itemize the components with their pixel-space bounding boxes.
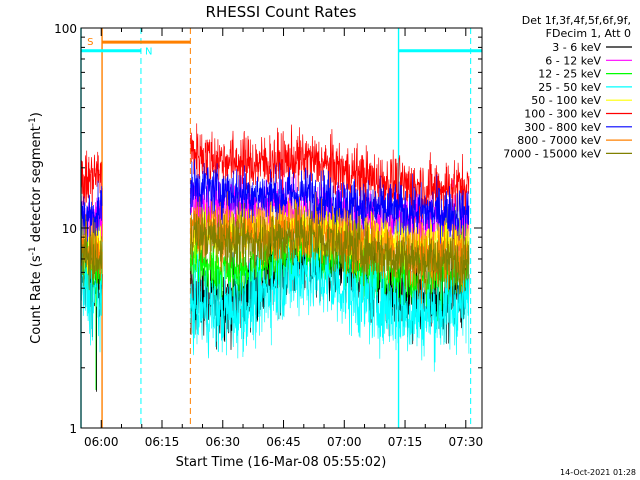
series-trace-8 xyxy=(81,202,470,300)
y-axis-label-close: ) xyxy=(29,112,44,117)
legend-item: 12 - 25 keV xyxy=(538,68,632,81)
x-tick-label: 07:15 xyxy=(388,435,423,449)
x-tick-label: 06:15 xyxy=(145,435,180,449)
legend-item: 6 - 12 keV xyxy=(545,54,632,67)
legend-item: 25 - 50 keV xyxy=(538,81,632,94)
y-axis-label-suffix: detector segment xyxy=(29,126,44,246)
legend-item-label: 25 - 50 keV xyxy=(538,81,601,94)
legend-item-label: 12 - 25 keV xyxy=(538,68,601,81)
legend-item: 7000 - 15000 keV xyxy=(503,147,632,160)
x-tick-label: 06:30 xyxy=(205,435,240,449)
y-tick-label: 1 xyxy=(69,422,77,436)
footer-timestamp: 14-Oct-2021 01:28 xyxy=(560,468,636,477)
series-trace-7 xyxy=(81,191,470,304)
legend-item: 300 - 800 keV xyxy=(524,121,632,134)
legend-item-label: 800 - 7000 keV xyxy=(517,134,601,147)
legend-header-line-2: FDecim 1, Att 0 xyxy=(546,27,631,40)
legend-item-label: 300 - 800 keV xyxy=(524,121,601,134)
legend-item: 800 - 7000 keV xyxy=(517,134,632,147)
series-layer xyxy=(81,123,470,392)
marker-bars: SN xyxy=(81,37,482,58)
x-tick-label: 06:00 xyxy=(84,435,119,449)
chart-title: RHESSI Count Rates xyxy=(206,3,357,21)
series-300-800kev xyxy=(81,159,470,251)
legend-item-label: 50 - 100 keV xyxy=(531,94,601,107)
axes: 06:00 06:15 06:30 06:45 07:00 07:15 07:30 1 10 10… xyxy=(54,22,483,449)
x-tick-label: 06:45 xyxy=(266,435,301,449)
series-7000-15000kev xyxy=(81,202,470,300)
legend: Det 1f,3f,4f,5f,6f,9f, FDecim 1, Att 0 3… xyxy=(503,14,632,160)
legend-header-line-1: Det 1f,3f,4f,5f,6f,9f, xyxy=(522,14,631,27)
legend-item-label: 100 - 300 keV xyxy=(524,108,601,121)
series-trace-3 xyxy=(81,224,470,372)
y-axis-label-prefix: Count Rate (s xyxy=(29,255,44,344)
x-tick-label: 07:00 xyxy=(327,435,362,449)
x-tick-label: 07:30 xyxy=(449,435,484,449)
cyan-bar-label-0: N xyxy=(145,47,152,58)
series-25-50kev xyxy=(81,224,470,372)
legend-item-label: 7000 - 15000 keV xyxy=(503,147,601,160)
y-tick-label: 100 xyxy=(54,22,77,36)
x-axis-label: Start Time (16-Mar-08 05:55:02) xyxy=(176,455,387,470)
series-800-7000kev xyxy=(81,191,470,304)
y-axis-label-exponent: -1 xyxy=(28,246,38,255)
legend-item: 3 - 6 keV xyxy=(552,41,632,54)
legend-item-label: 6 - 12 keV xyxy=(545,54,601,67)
y-axis-label-exponent-2: -1 xyxy=(28,117,38,126)
legend-item-label: 3 - 6 keV xyxy=(552,41,601,54)
legend-item: 100 - 300 keV xyxy=(524,108,632,121)
series-trace-6 xyxy=(81,159,470,251)
legend-item: 50 - 100 keV xyxy=(531,94,632,107)
orange-bar-label: S xyxy=(87,37,93,48)
y-tick-label: 10 xyxy=(62,222,77,236)
y-axis-label: Count Rate (s-1 detector segment-1) xyxy=(28,112,44,344)
